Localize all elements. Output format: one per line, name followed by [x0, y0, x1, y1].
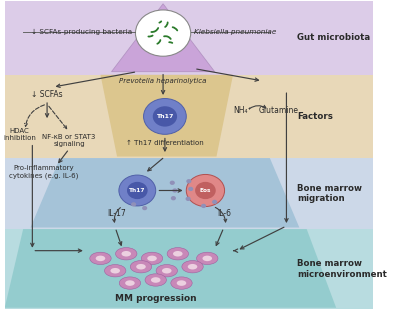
Ellipse shape	[122, 251, 131, 257]
Ellipse shape	[151, 277, 160, 283]
Text: Prevotella heparinolytica: Prevotella heparinolytica	[119, 78, 207, 84]
Circle shape	[172, 188, 178, 193]
Text: IL-6: IL-6	[217, 209, 231, 218]
Ellipse shape	[116, 248, 137, 260]
Bar	[5, 229, 373, 309]
Bar	[5, 1, 373, 75]
Circle shape	[142, 206, 147, 210]
Text: ↓ SCFAs: ↓ SCFAs	[31, 90, 63, 99]
Ellipse shape	[96, 256, 105, 261]
Polygon shape	[100, 75, 233, 157]
Ellipse shape	[196, 252, 218, 264]
Text: NH₄⁺: NH₄⁺	[233, 106, 252, 115]
Circle shape	[171, 196, 176, 200]
Ellipse shape	[125, 280, 135, 286]
Circle shape	[186, 197, 191, 201]
Circle shape	[188, 187, 193, 191]
Ellipse shape	[177, 280, 186, 286]
Text: Klebsiella pneumoniae: Klebsiella pneumoniae	[194, 29, 277, 34]
Ellipse shape	[171, 277, 192, 289]
Circle shape	[195, 182, 216, 199]
Circle shape	[144, 99, 186, 134]
Bar	[5, 75, 373, 158]
Circle shape	[136, 10, 191, 56]
Circle shape	[131, 202, 136, 206]
Bar	[5, 158, 373, 229]
Text: NF-κB or STAT3
signaling: NF-κB or STAT3 signaling	[42, 134, 96, 147]
Ellipse shape	[145, 274, 166, 286]
Polygon shape	[30, 158, 299, 228]
Circle shape	[201, 204, 206, 208]
Text: Glutamine: Glutamine	[259, 106, 299, 115]
Ellipse shape	[182, 260, 203, 273]
Ellipse shape	[162, 268, 172, 273]
Ellipse shape	[110, 268, 120, 273]
Circle shape	[119, 175, 156, 206]
Text: Th17: Th17	[129, 188, 146, 193]
Text: Pro-inflammatory
cytokines (e.g. IL-6): Pro-inflammatory cytokines (e.g. IL-6)	[9, 165, 78, 179]
Circle shape	[153, 106, 177, 126]
Ellipse shape	[156, 264, 178, 277]
Polygon shape	[5, 229, 336, 308]
Ellipse shape	[119, 277, 141, 289]
Ellipse shape	[147, 256, 157, 261]
Ellipse shape	[202, 256, 212, 261]
Circle shape	[127, 182, 148, 199]
Text: ↓ SCFAs-producing bacteria: ↓ SCFAs-producing bacteria	[31, 29, 132, 35]
Text: Eos: Eos	[200, 188, 211, 193]
Ellipse shape	[167, 248, 188, 260]
Ellipse shape	[90, 252, 111, 264]
Circle shape	[186, 179, 192, 184]
Text: Bone marrow
microenvironment: Bone marrow microenvironment	[298, 259, 387, 279]
Text: HDAC
inhibition: HDAC inhibition	[3, 128, 36, 141]
Ellipse shape	[173, 251, 182, 257]
Text: Th17: Th17	[156, 114, 174, 119]
Ellipse shape	[188, 264, 197, 269]
Ellipse shape	[136, 264, 146, 269]
Text: MM progression: MM progression	[115, 294, 196, 303]
Text: Bone marrow
migration: Bone marrow migration	[298, 184, 362, 203]
Polygon shape	[112, 4, 215, 72]
Text: Gut microbiota: Gut microbiota	[298, 33, 371, 42]
Circle shape	[212, 200, 217, 204]
Ellipse shape	[130, 260, 152, 273]
Circle shape	[170, 181, 175, 185]
Text: IL-17: IL-17	[108, 209, 126, 218]
Circle shape	[186, 175, 224, 206]
Text: Factors: Factors	[298, 112, 333, 121]
Ellipse shape	[104, 264, 126, 277]
Ellipse shape	[141, 252, 163, 264]
Text: ↑ Th17 differentiation: ↑ Th17 differentiation	[126, 140, 204, 146]
